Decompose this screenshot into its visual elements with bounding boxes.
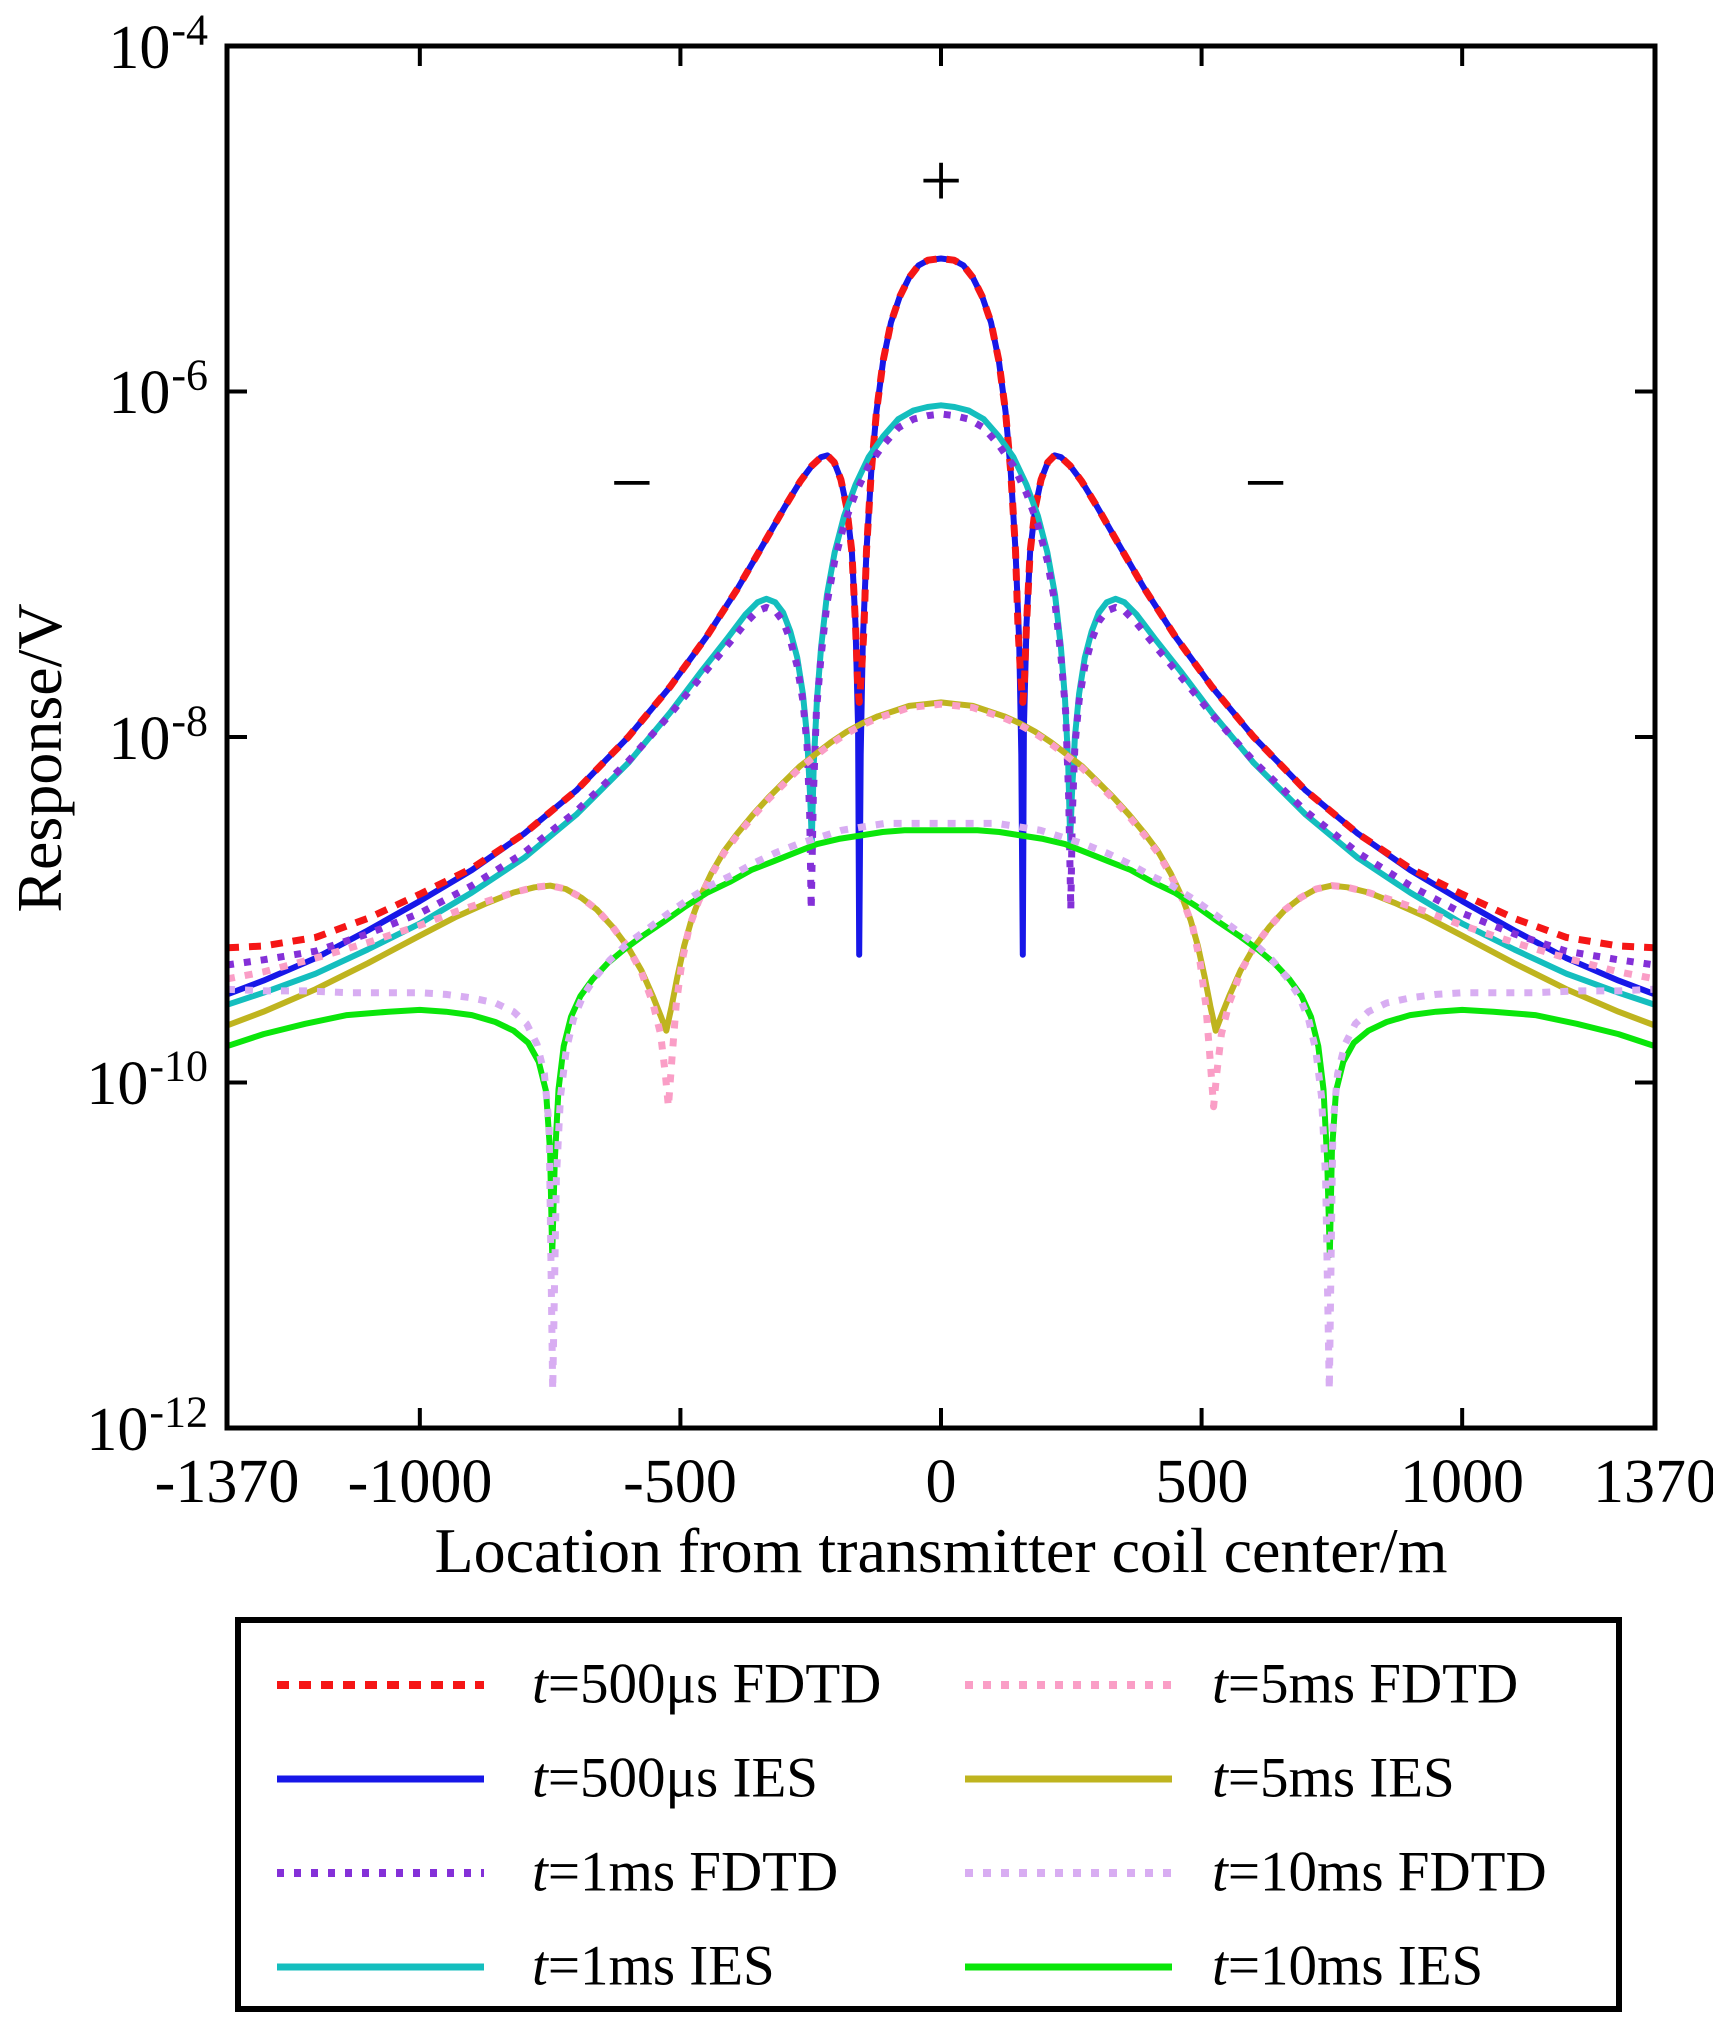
legend-swatch-5ms-ies bbox=[965, 1775, 1172, 1783]
legend-box: t=500μs FDTD t=500μs IES t=1ms FDTD t=1m… bbox=[235, 1617, 1622, 2012]
y-tick-label-1e-6: 10-6 bbox=[108, 350, 208, 427]
legend-swatch-10ms-ies bbox=[965, 1963, 1172, 1971]
legend-swatch-5ms-fdtd bbox=[965, 1681, 1172, 1689]
x-tick-label-n500: -500 bbox=[623, 1448, 737, 1516]
legend-label-1ms-ies: t=1ms IES bbox=[532, 1934, 775, 1998]
legend-swatch-500us-fdtd bbox=[277, 1681, 484, 1689]
x-tick-label-n1370: -1370 bbox=[154, 1448, 300, 1516]
legend-label-5ms-fdtd: t=5ms FDTD bbox=[1212, 1652, 1519, 1716]
x-tick-label-0: 0 bbox=[925, 1448, 957, 1516]
legend-swatch-500us-ies bbox=[277, 1775, 484, 1783]
x-axis-title: Location from transmitter coil center/m bbox=[434, 1515, 1448, 1586]
y-axis-title: Response/V bbox=[4, 603, 75, 913]
y-tick-label-1e-8: 10-8 bbox=[108, 696, 208, 773]
y-tick-label-1e-10: 10-10 bbox=[86, 1041, 208, 1118]
legend-label-1ms-fdtd: t=1ms FDTD bbox=[532, 1840, 839, 1904]
legend-swatch-10ms-fdtd bbox=[965, 1869, 1172, 1877]
y-tick-label-1e-12: 10-12 bbox=[86, 1387, 208, 1464]
legend-label-500us-fdtd: t=500μs FDTD bbox=[532, 1652, 882, 1716]
legend-label-10ms-ies: t=10ms IES bbox=[1212, 1934, 1484, 1998]
legend-label-5ms-ies: t=5ms IES bbox=[1212, 1746, 1455, 1810]
x-tick-label-1000: 1000 bbox=[1400, 1448, 1524, 1516]
minus-sign-annotation-right: − bbox=[1244, 441, 1288, 526]
x-tick-label-n1000: -1000 bbox=[347, 1448, 493, 1516]
x-tick-label-500: 500 bbox=[1155, 1448, 1249, 1516]
x-tick-label-1370: 1370 bbox=[1593, 1448, 1713, 1516]
legend-swatch-1ms-fdtd bbox=[277, 1869, 484, 1877]
minus-sign-annotation-left: − bbox=[610, 441, 654, 526]
plus-sign-annotation: + bbox=[919, 138, 963, 223]
legend-swatch-1ms-ies bbox=[277, 1963, 484, 1971]
legend-label-10ms-fdtd: t=10ms FDTD bbox=[1212, 1840, 1547, 1904]
y-tick-label-1e-4: 10-4 bbox=[108, 5, 208, 82]
legend-label-500us-ies: t=500μs IES bbox=[532, 1746, 818, 1810]
